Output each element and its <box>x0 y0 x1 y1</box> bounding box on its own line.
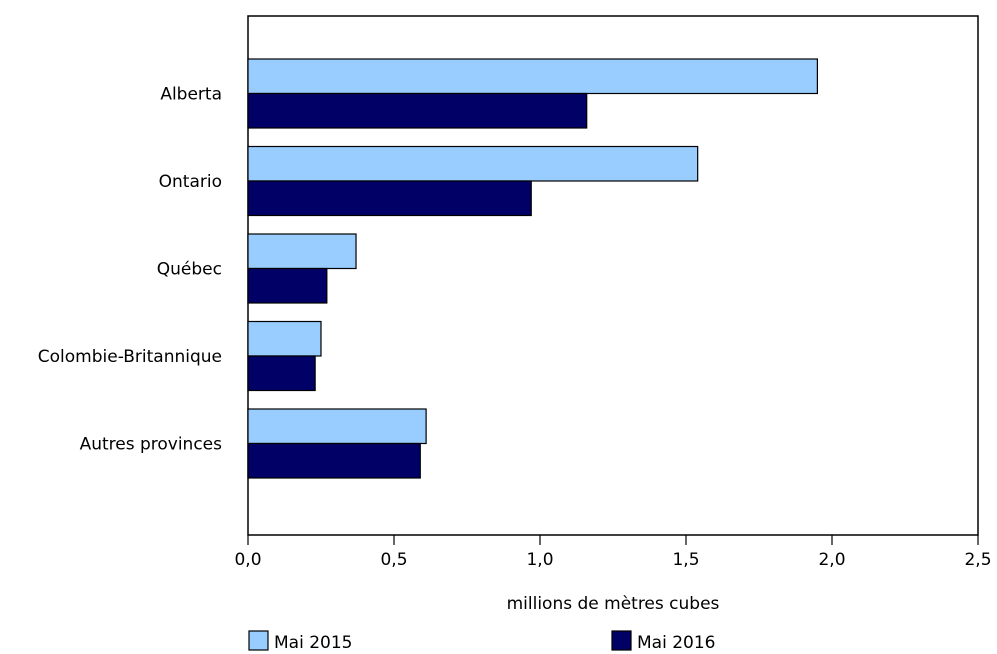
category-labels: Alberta Ontario Québec Colombie-Britannique… <box>38 85 222 455</box>
bar-quebec-mai-2015 <box>248 234 356 269</box>
bar-autres-provinces-mai-2015 <box>248 409 426 444</box>
category-label-colombie-britannique: Colombie-Britannique <box>38 347 222 367</box>
bars-group <box>248 59 817 478</box>
legend-label-mai-2016: Mai 2016 <box>637 633 715 653</box>
category-label-ontario: Ontario <box>159 172 222 192</box>
category-label-alberta: Alberta <box>160 85 222 105</box>
legend: Mai 2015 Mai 2016 <box>249 631 715 653</box>
bar-quebec-mai-2016 <box>248 269 327 304</box>
x-axis-title: millions de mètres cubes <box>507 594 720 614</box>
legend-swatch-mai-2016 <box>612 631 631 650</box>
bar-alberta-mai-2016 <box>248 94 587 129</box>
x-axis-ticks: 0,0 0,5 1,0 1,5 2,0 2,5 <box>234 535 991 570</box>
bar-colombie-britannique-mai-2016 <box>248 356 315 391</box>
category-label-autres-provinces: Autres provinces <box>80 435 223 455</box>
legend-swatch-mai-2015 <box>249 631 268 650</box>
bar-autres-provinces-mai-2016 <box>248 444 420 479</box>
bar-colombie-britannique-mai-2015 <box>248 322 321 357</box>
bar-alberta-mai-2015 <box>248 59 817 94</box>
legend-label-mai-2015: Mai 2015 <box>274 633 352 653</box>
x-tick-label: 0,0 <box>234 550 261 570</box>
x-tick-label: 2,0 <box>818 550 845 570</box>
x-tick-label: 1,5 <box>672 550 699 570</box>
category-label-quebec: Québec <box>157 260 222 280</box>
x-tick-label: 2,5 <box>964 550 991 570</box>
bar-ontario-mai-2015 <box>248 147 698 182</box>
x-tick-label: 0,5 <box>380 550 407 570</box>
x-tick-label: 1,0 <box>526 550 553 570</box>
bar-ontario-mai-2016 <box>248 181 531 216</box>
